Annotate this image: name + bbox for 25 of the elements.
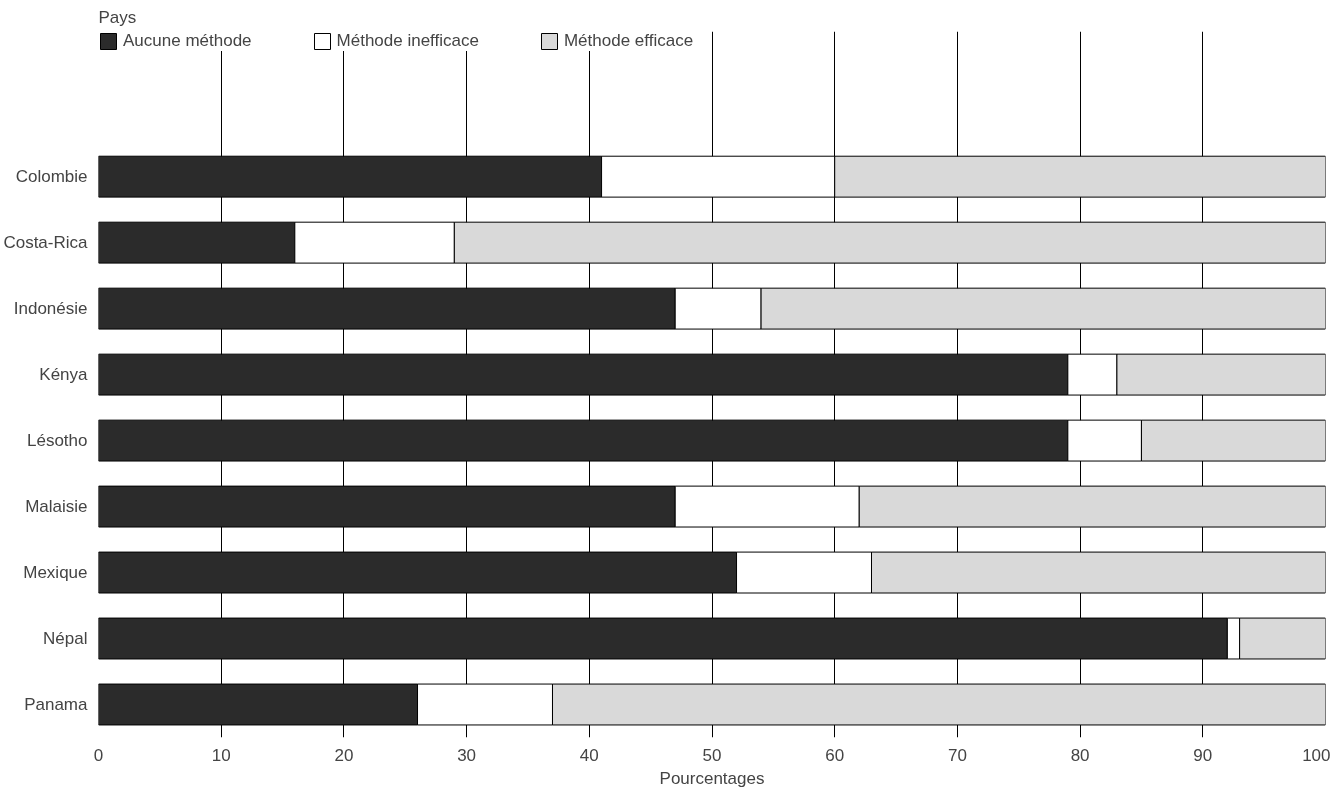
y-tick-label: Mexique	[23, 563, 88, 583]
x-tick-label: 80	[1070, 745, 1090, 765]
x-tick-label: 100	[1302, 745, 1331, 765]
x-tick-label: 70	[947, 745, 967, 765]
x-tick-label: 30	[457, 745, 477, 765]
x-axis-title: Pourcentages	[659, 768, 765, 788]
x-tick-label: 20	[334, 745, 354, 765]
y-tick-label: Kénya	[39, 365, 89, 385]
legend-label: Méthode efficace	[563, 31, 694, 51]
x-tick-label: 90	[1193, 745, 1213, 765]
x-tick-label: 10	[211, 745, 231, 765]
x-tick-label: 40	[579, 745, 599, 765]
y-tick-label: Népal	[43, 629, 88, 649]
y-tick-label: Colombie	[15, 167, 88, 187]
legend-label: Aucune méthode	[123, 31, 252, 51]
legend-label: Méthode inefficace	[336, 31, 479, 51]
y-tick-label: Indonésie	[13, 299, 88, 319]
x-tick-label: 50	[702, 745, 722, 765]
y-tick-label: Malaisie	[25, 497, 88, 517]
text: Pays	[98, 7, 137, 27]
x-tick-label: 60	[825, 745, 845, 765]
x-tick-label: 0	[93, 745, 104, 765]
y-tick-label: Panama	[24, 695, 89, 715]
y-tick-label: Lésotho	[27, 431, 88, 451]
y-tick-label: Costa-Rica	[3, 233, 89, 253]
